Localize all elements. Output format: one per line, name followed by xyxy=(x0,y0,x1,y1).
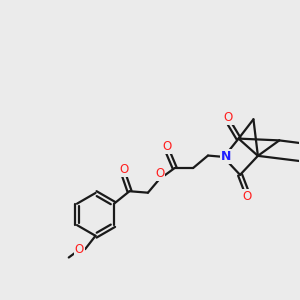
Text: O: O xyxy=(74,243,84,256)
Text: O: O xyxy=(224,111,233,124)
Text: O: O xyxy=(243,190,252,203)
Text: O: O xyxy=(162,140,171,153)
Text: N: N xyxy=(221,150,231,163)
Text: O: O xyxy=(155,167,164,180)
Text: O: O xyxy=(119,163,129,176)
